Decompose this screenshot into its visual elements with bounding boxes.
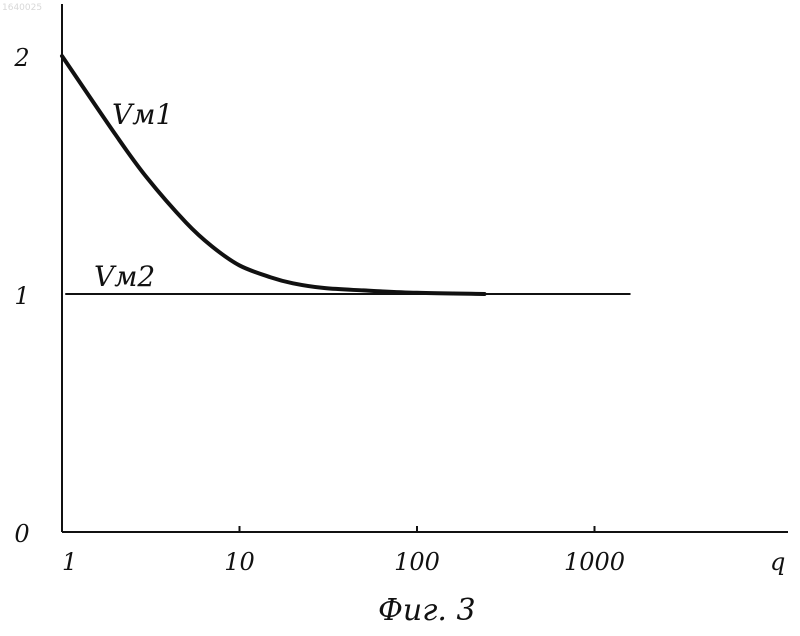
x-ticks: 1 10 100 1000 (62, 526, 625, 576)
y-ticks: 0 1 2 (13, 44, 29, 548)
figure-caption: Фuг. 3 (378, 593, 476, 628)
y-tick-label: 2 (13, 44, 29, 72)
series-lines (62, 56, 630, 294)
y-tick-label: 1 (14, 282, 29, 310)
watermark: 1640025 (2, 3, 42, 13)
series-line-vm1 (62, 56, 484, 294)
x-tick-label: 1000 (564, 548, 625, 576)
series-label-vm2: Vм2 (94, 260, 155, 293)
x-tick-label: 100 (394, 548, 440, 576)
x-tick-label: 1 (62, 548, 77, 576)
x-tick-label: 10 (224, 548, 255, 576)
x-axis-label: q (770, 548, 785, 576)
y-tick-label: 0 (14, 520, 29, 548)
series-label-vm1: Vм1 (112, 98, 173, 131)
